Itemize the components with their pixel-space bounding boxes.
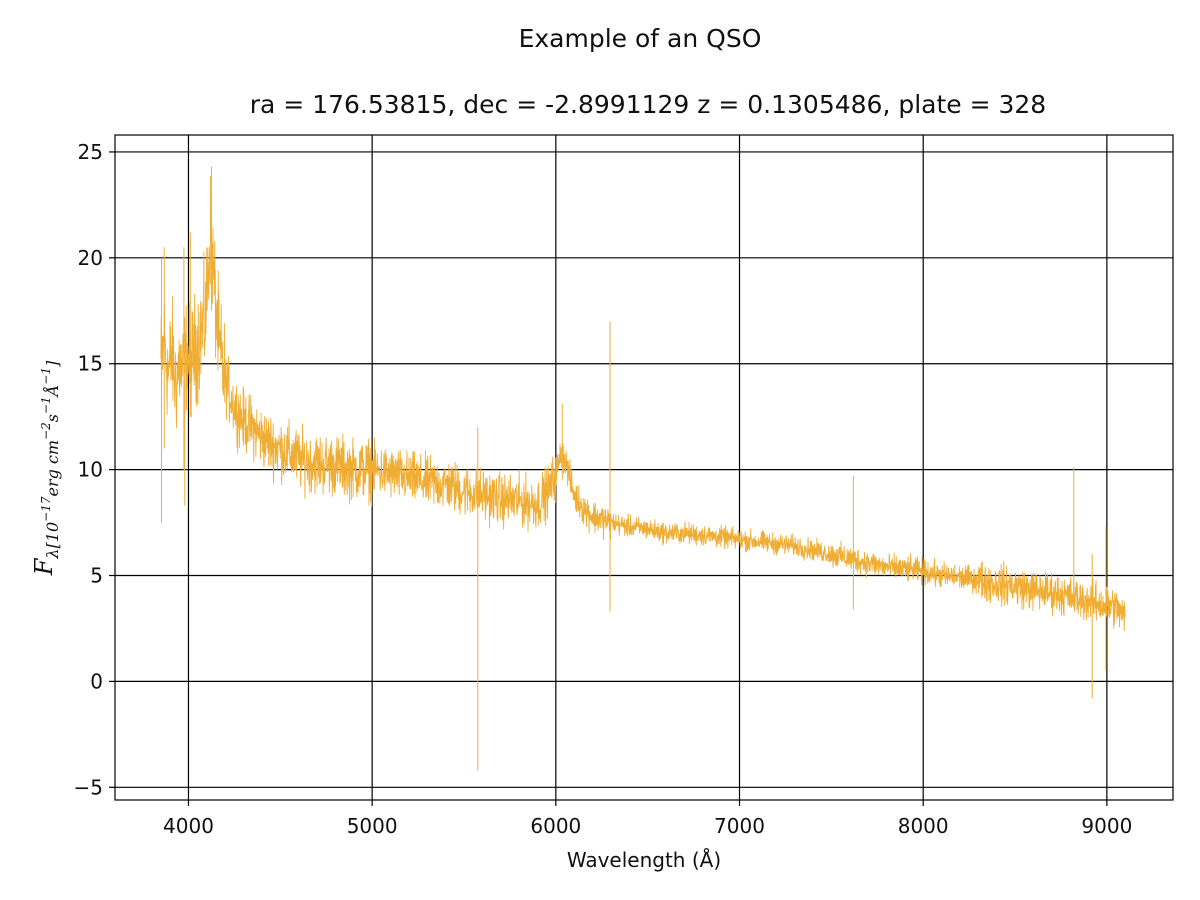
y-label-mid3: Å — [42, 385, 62, 399]
y-tick-label: 10 — [78, 458, 103, 482]
y-label-exp4: −1 — [39, 367, 53, 385]
y-label-exp3: −1 — [39, 396, 53, 414]
y-label-end: ] — [43, 360, 62, 368]
y-tick-label: 0 — [90, 669, 103, 693]
spectrum-series — [160, 166, 1126, 771]
y-tick-label: −5 — [74, 775, 103, 799]
spectrum-line — [160, 175, 1126, 631]
x-tick-label: 5000 — [347, 814, 398, 838]
x-axis-ticks: 4000 5000 6000 7000 8000 9000 — [163, 800, 1132, 838]
y-label-mid1: erg cm — [43, 440, 62, 497]
y-tick-label: 15 — [78, 352, 103, 376]
x-tick-label: 6000 — [530, 814, 581, 838]
x-tick-label: 7000 — [714, 814, 765, 838]
y-axis-label: Fλ[10−17erg cm−2s−1Å−1] — [30, 360, 62, 576]
chart-title: Example of an QSO — [519, 24, 762, 53]
chart-subtitle: ra = 176.53815, dec = -2.8991129 z = 0.1… — [250, 90, 1046, 119]
y-tick-label: 5 — [90, 564, 103, 588]
x-axis-label: Wavelength (Å) — [567, 848, 721, 872]
y-label-exp2: −2 — [39, 422, 53, 440]
y-tick-label: 25 — [78, 140, 103, 164]
y-label-mid2: s — [43, 414, 62, 422]
axes-frame — [114, 134, 1174, 801]
y-label-exp1: −17 — [39, 496, 53, 522]
y-axis-ticks: −5 0 5 10 15 20 25 — [74, 140, 115, 799]
plot-frame — [114, 134, 1174, 801]
x-tick-label: 4000 — [163, 814, 214, 838]
y-label-sub: λ[10 — [43, 522, 62, 560]
x-tick-label: 8000 — [898, 814, 949, 838]
x-tick-label: 9000 — [1081, 814, 1132, 838]
y-tick-label: 20 — [78, 246, 103, 270]
y-label-main: F — [30, 557, 58, 576]
